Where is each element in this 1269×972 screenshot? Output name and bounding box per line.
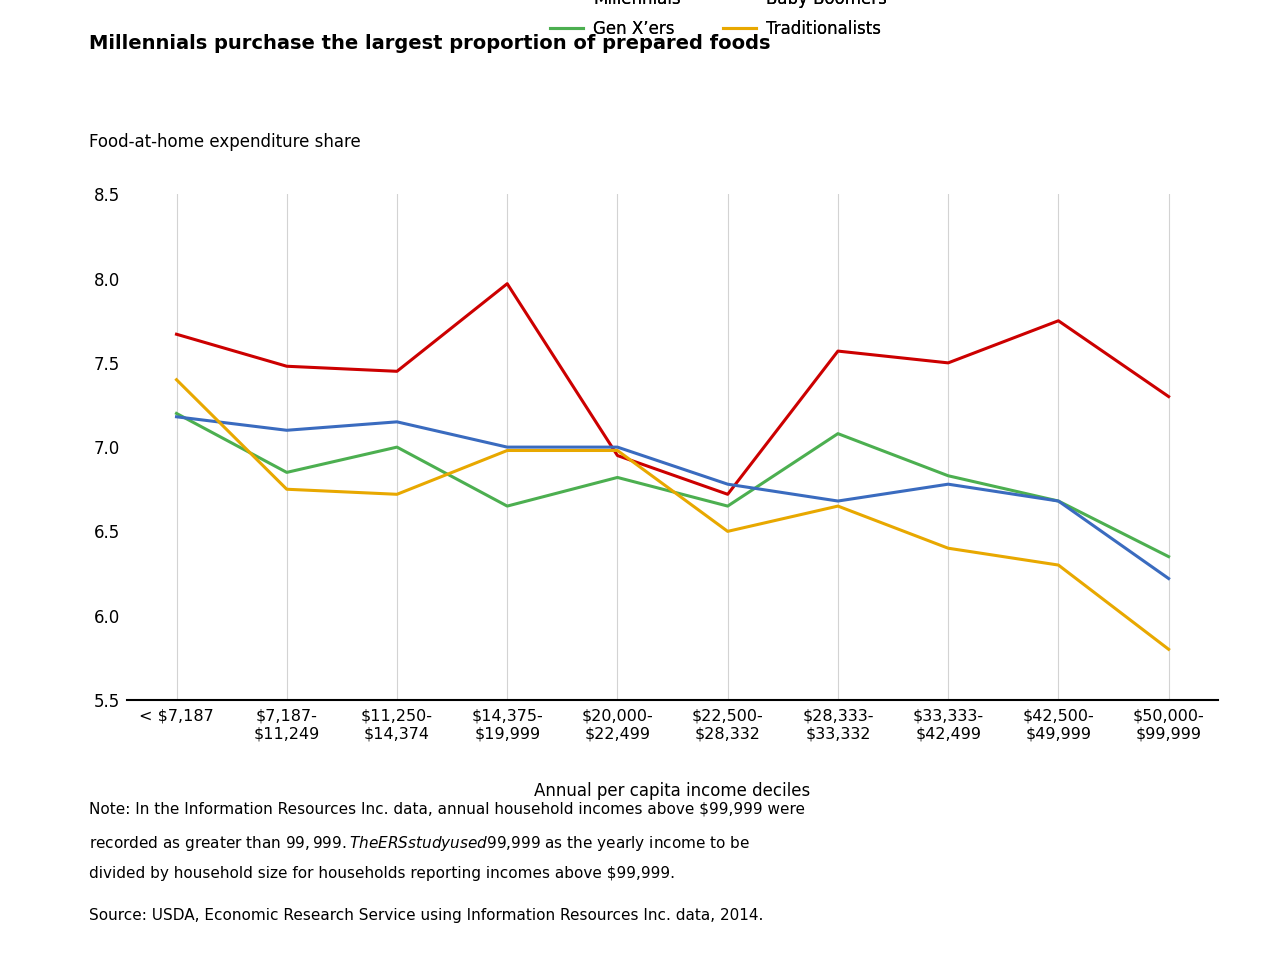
Text: Food-at-home expenditure share: Food-at-home expenditure share (89, 132, 360, 151)
Baby Boomers (1051, 495, 1066, 506)
Traditionalists (279, 483, 294, 495)
Traditionalists (169, 374, 184, 386)
Text: recorded as greater than $99,999. The ERS study used $99,999 as the yearly incom: recorded as greater than $99,999. The ER… (89, 834, 750, 853)
Line: Gen X’ers: Gen X’ers (176, 413, 1169, 557)
Baby Boomers (940, 478, 956, 490)
Line: Baby Boomers: Baby Boomers (176, 417, 1169, 578)
Millennials (390, 365, 405, 377)
Gen X’ers (940, 469, 956, 481)
Traditionalists (940, 542, 956, 554)
Baby Boomers (279, 425, 294, 436)
Gen X’ers (720, 501, 735, 512)
Millennials (830, 345, 845, 357)
Traditionalists (390, 489, 405, 501)
Text: Annual per capita income deciles: Annual per capita income deciles (534, 782, 811, 801)
Traditionalists (1051, 559, 1066, 571)
Baby Boomers (500, 441, 515, 453)
Millennials (720, 489, 735, 501)
Baby Boomers (169, 411, 184, 423)
Line: Traditionalists: Traditionalists (176, 380, 1169, 649)
Gen X’ers (390, 441, 405, 453)
Text: Millennials purchase the largest proportion of prepared foods: Millennials purchase the largest proport… (89, 34, 770, 53)
Traditionalists (1161, 643, 1176, 655)
Gen X’ers (610, 471, 626, 483)
Gen X’ers (169, 407, 184, 419)
Millennials (279, 361, 294, 372)
Text: Note: In the Information Resources Inc. data, annual household incomes above $99: Note: In the Information Resources Inc. … (89, 802, 805, 816)
Baby Boomers (610, 441, 626, 453)
Baby Boomers (1161, 573, 1176, 584)
Text: Source: USDA, Economic Research Service using Information Resources Inc. data, 2: Source: USDA, Economic Research Service … (89, 908, 763, 922)
Gen X’ers (500, 501, 515, 512)
Gen X’ers (279, 467, 294, 478)
Millennials (1051, 315, 1066, 327)
Gen X’ers (1161, 551, 1176, 563)
Millennials (1161, 391, 1176, 402)
Traditionalists (830, 501, 845, 512)
Legend: Millennials, Gen X’ers, Baby Boomers, Traditionalists: Millennials, Gen X’ers, Baby Boomers, Tr… (549, 0, 887, 38)
Baby Boomers (390, 416, 405, 428)
Line: Millennials: Millennials (176, 284, 1169, 495)
Baby Boomers (830, 495, 845, 506)
Baby Boomers (720, 478, 735, 490)
Millennials (940, 357, 956, 368)
Millennials (169, 329, 184, 340)
Gen X’ers (830, 428, 845, 439)
Gen X’ers (1051, 495, 1066, 506)
Millennials (610, 450, 626, 462)
Millennials (500, 278, 515, 290)
Text: divided by household size for households reporting incomes above $99,999.: divided by household size for households… (89, 866, 675, 881)
Traditionalists (720, 526, 735, 538)
Traditionalists (500, 444, 515, 456)
Traditionalists (610, 444, 626, 456)
